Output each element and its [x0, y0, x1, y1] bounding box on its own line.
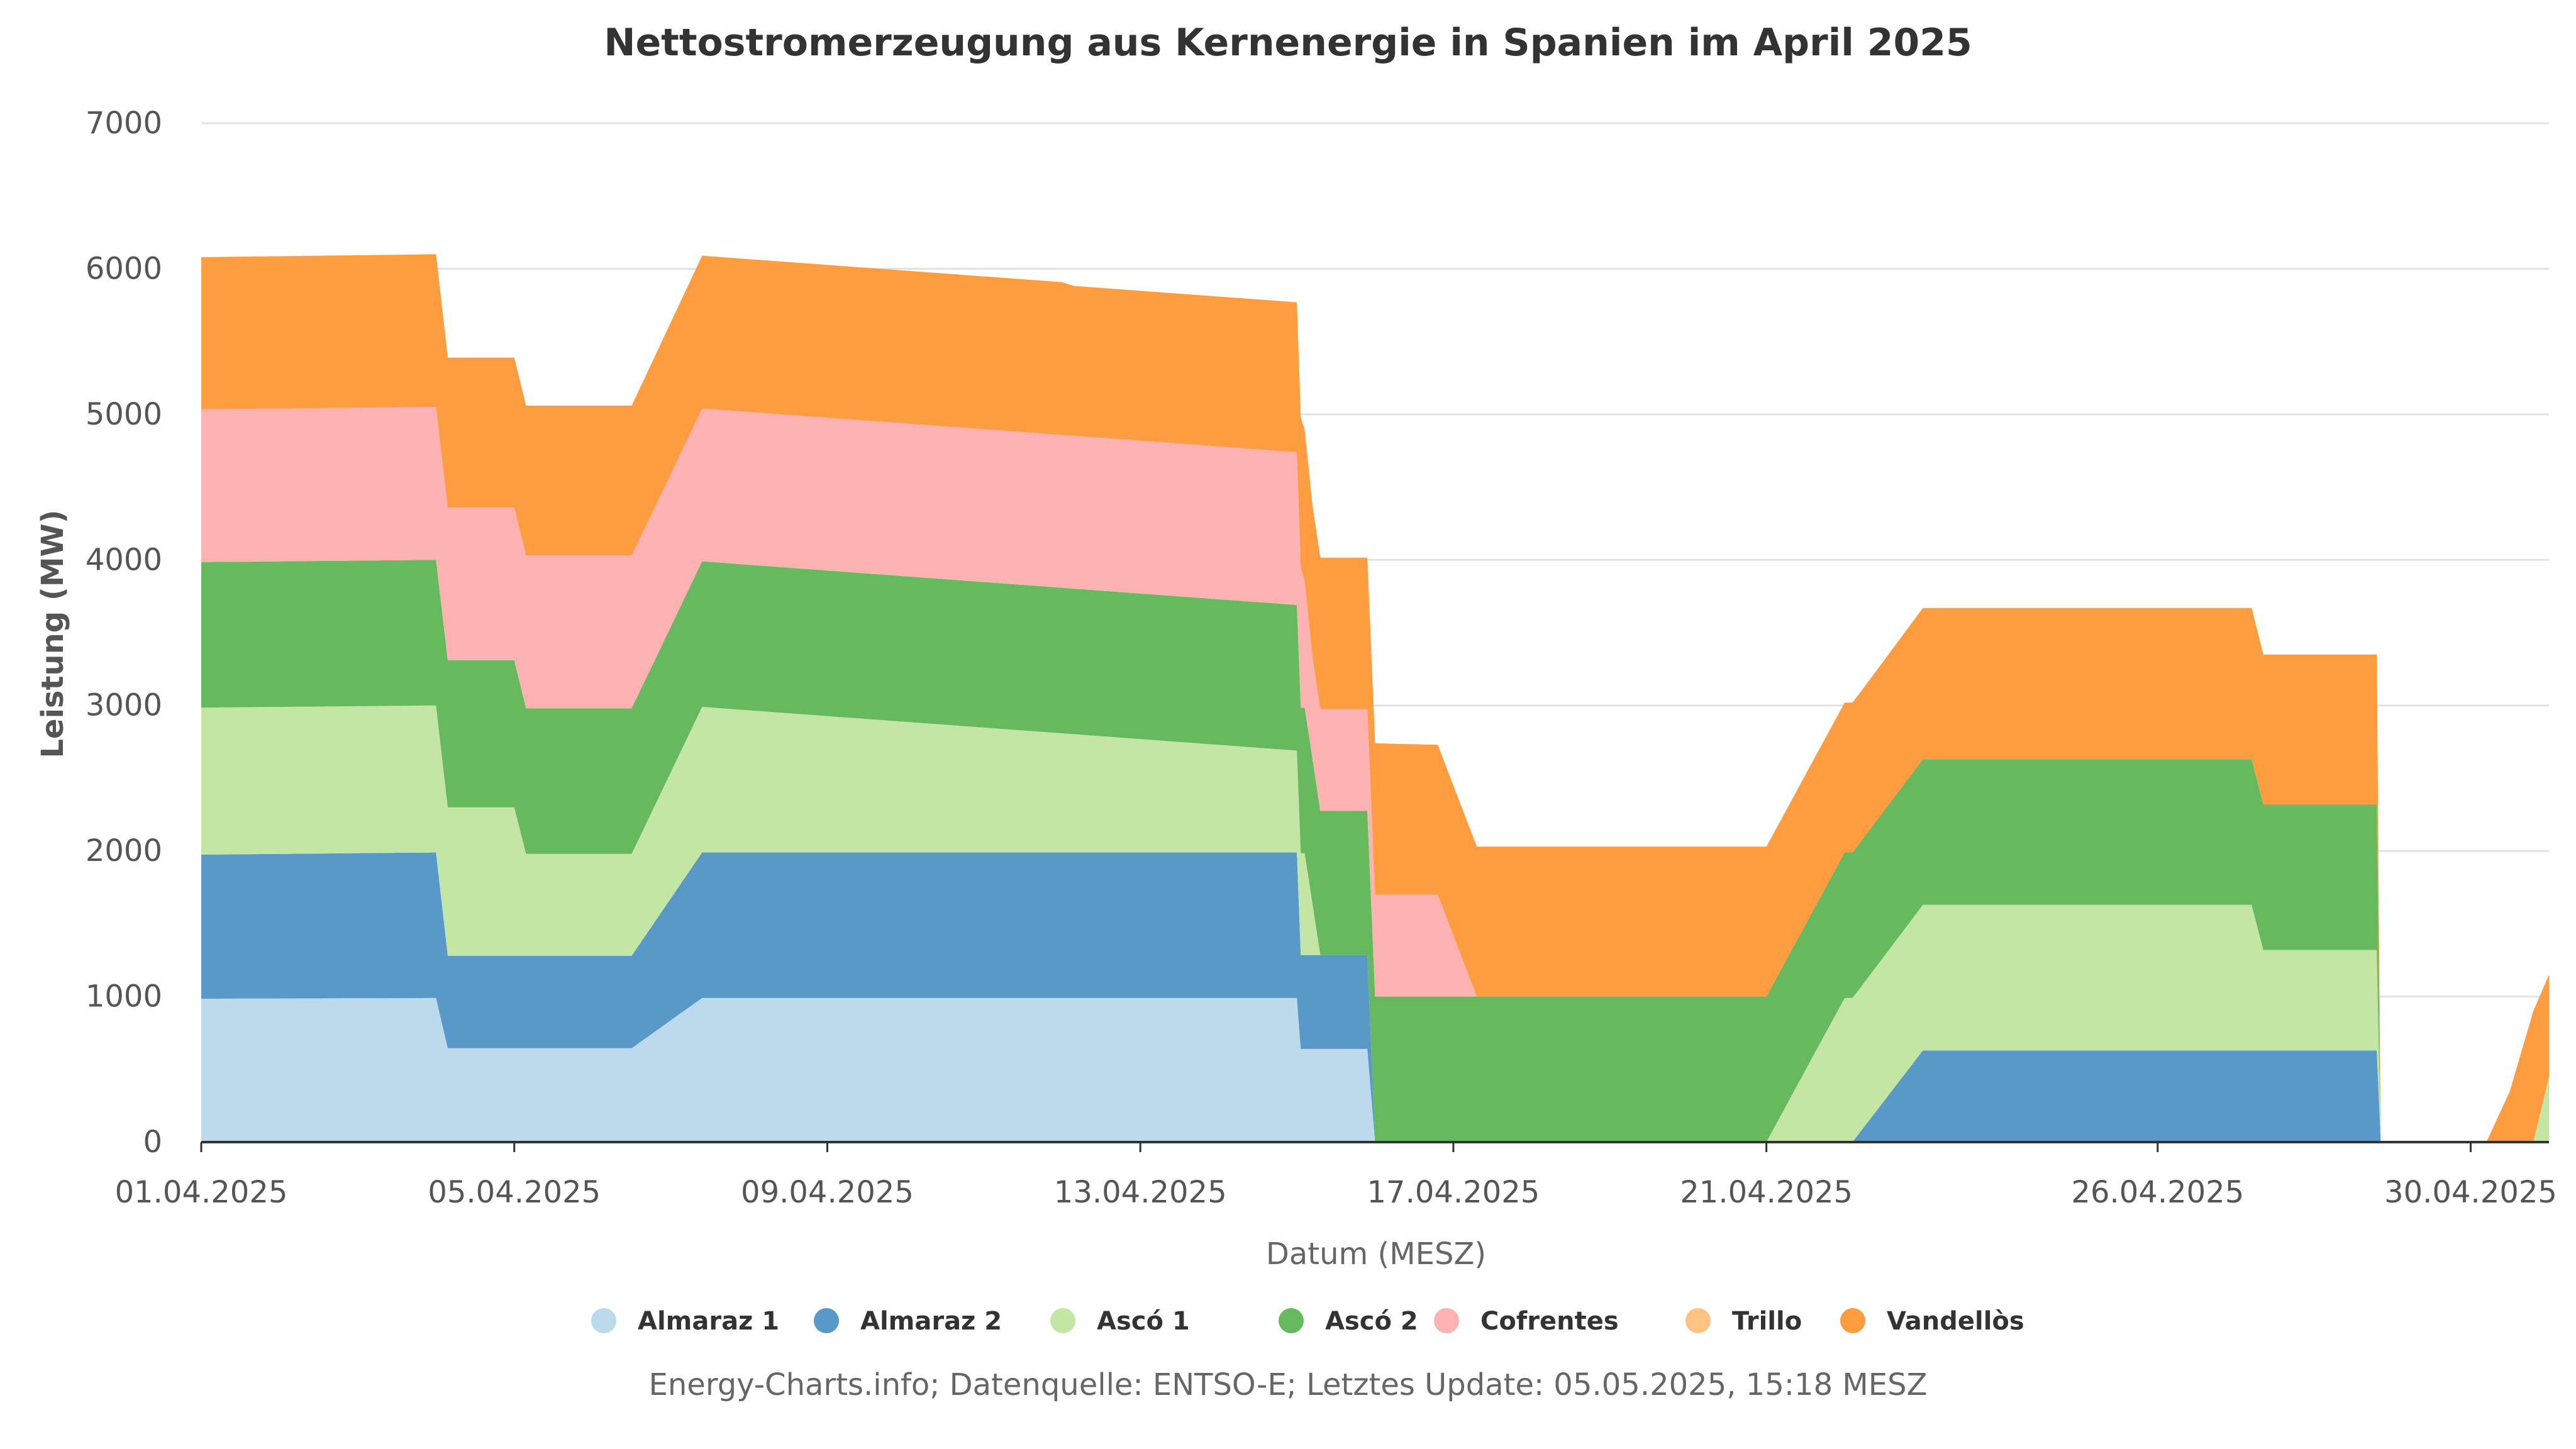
x-tick-label: 01.04.2025 [115, 1175, 288, 1210]
x-tick-label: 26.04.2025 [2071, 1175, 2244, 1210]
y-tick-label: 2000 [86, 833, 162, 869]
x-tick-label: 17.04.2025 [1367, 1175, 1540, 1210]
legend-marker-asc-2[interactable] [1279, 1308, 1304, 1333]
legend-label-asc-1[interactable]: Ascó 1 [1097, 1307, 1190, 1336]
x-tick-label: 30.04.2025 [2384, 1175, 2557, 1210]
area-asc-2 [201, 560, 2549, 1142]
legend: Almaraz 1 Almaraz 2 Ascó 1 Ascó 2 Cofrentes T… [591, 1307, 2024, 1336]
legend-marker-vandell-s[interactable] [1840, 1308, 1865, 1333]
legend-marker-trillo[interactable] [1685, 1308, 1711, 1333]
y-tick-label: 7000 [86, 106, 162, 141]
area-cofrentes [201, 407, 2549, 1142]
legend-marker-cofrentes[interactable] [1434, 1308, 1459, 1333]
y-tick-label: 3000 [86, 688, 162, 723]
legend-label-almaraz-1[interactable]: Almaraz 1 [638, 1307, 779, 1336]
x-axis-ticks: 01.04.2025 05.04.2025 09.04.2025 13.04.2025… [115, 1142, 2557, 1210]
legend-marker-almaraz-2[interactable] [814, 1308, 839, 1333]
y-tick-label: 6000 [86, 251, 162, 286]
x-tick-label: 21.04.2025 [1680, 1175, 1853, 1210]
area-asc-1 [201, 705, 2549, 1142]
y-tick-label: 0 [143, 1124, 162, 1160]
legend-label-cofrentes[interactable]: Cofrentes [1480, 1307, 1619, 1336]
legend-label-trillo[interactable]: Trillo [1732, 1307, 1802, 1336]
chart-title: Nettostromerzeugung aus Kernenergie in S… [604, 21, 1972, 65]
y-tick-label: 1000 [86, 979, 162, 1014]
legend-label-vandell-s[interactable]: Vandellòs [1887, 1307, 2024, 1336]
x-tick-label: 05.04.2025 [428, 1175, 601, 1210]
y-tick-label: 4000 [86, 542, 162, 577]
x-tick-label: 13.04.2025 [1054, 1175, 1227, 1210]
series-areas [201, 254, 2549, 1142]
y-tick-label: 5000 [86, 397, 162, 432]
y-axis-label: Leistung (MW) [35, 509, 70, 758]
y-axis-ticks: 0 1000 2000 3000 4000 5000 6000 7000 [86, 106, 162, 1160]
legend-marker-asc-1[interactable] [1050, 1308, 1075, 1333]
legend-label-asc-2[interactable]: Ascó 2 [1325, 1307, 1418, 1336]
area-vandell-s [201, 254, 2549, 1142]
area-almaraz-1 [201, 997, 2549, 1142]
x-tick-label: 09.04.2025 [741, 1175, 914, 1210]
legend-marker-almaraz-1[interactable] [591, 1308, 616, 1333]
credits-text: Energy-Charts.info; Datenquelle: ENTSO-E… [649, 1367, 1928, 1402]
area-almaraz-2 [201, 852, 2549, 1142]
legend-label-almaraz-2[interactable]: Almaraz 2 [860, 1307, 1002, 1336]
x-axis-label: Datum (MESZ) [1266, 1236, 1486, 1272]
